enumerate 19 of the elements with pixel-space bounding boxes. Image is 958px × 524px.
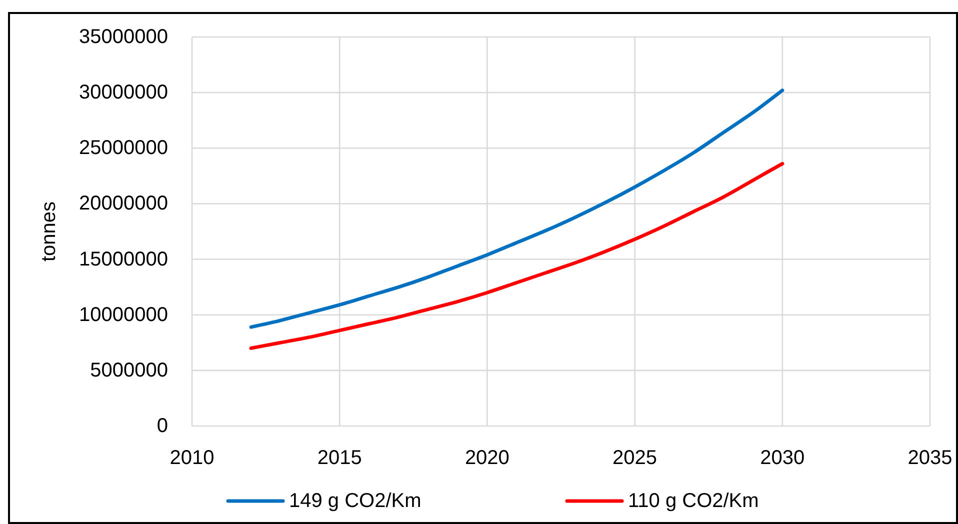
legend-label: 110 g CO2/Km [628,490,759,512]
line-series [249,88,784,329]
x-tick-label: 2025 [612,447,658,469]
y-tick-label: 20000000 [79,192,168,215]
y-tick-label: 5000000 [90,359,168,382]
y-tick-label: 10000000 [79,304,168,326]
y-tick-label: 15000000 [79,248,168,270]
y-tick-label: 0 [156,415,168,437]
x-tick-label: 2035 [908,447,952,469]
y-axis-title: tonnes [38,201,60,262]
y-tick-label: 35000000 [79,26,168,48]
x-tick-label: 2020 [464,447,510,469]
y-tick-label: 25000000 [79,137,168,160]
y-tick-label: 30000000 [79,82,168,104]
x-tick-label: 2010 [170,447,214,469]
legend-label: 149 g CO2/Km [289,490,422,512]
line-series [249,162,784,350]
x-tick-label: 2015 [317,447,362,469]
x-tick-label: 2030 [760,447,805,469]
